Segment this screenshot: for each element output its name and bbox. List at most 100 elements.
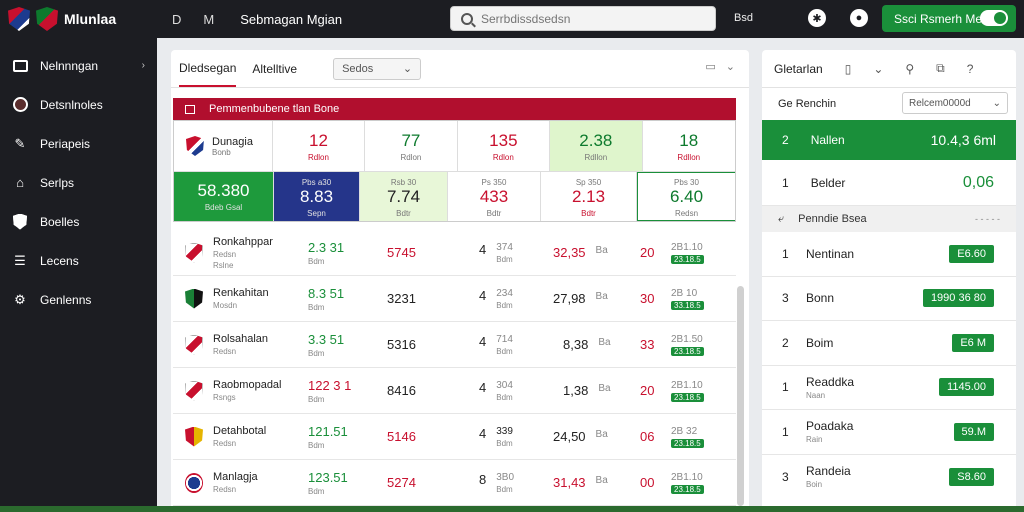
featured-total[interactable]: 58.380 Bdeb Gsal — [174, 172, 274, 221]
odds-badge[interactable]: E6.60 — [949, 244, 994, 263]
odds-badge[interactable]: 1990 36 80 — [922, 289, 994, 308]
bet-row[interactable]: 1 Belder 0,06 — [762, 160, 1016, 206]
odd-value[interactable]: 32,35 — [553, 245, 586, 260]
list-item[interactable]: 3 Bonn 1990 36 80 — [762, 277, 1016, 321]
odd-value[interactable]: 24,50 — [553, 429, 586, 444]
featured-odd[interactable]: 135 Rdlon — [458, 121, 551, 171]
sidebar-item-3[interactable]: ⌂ Serlps — [0, 163, 157, 202]
info-icon[interactable]: ? — [966, 61, 974, 76]
odd-value[interactable]: 123.51 — [308, 469, 348, 485]
filter-select[interactable]: Sedos ⌄ — [333, 57, 422, 80]
menu-icon[interactable]: M — [203, 11, 215, 27]
odd-value[interactable]: 00 — [640, 475, 655, 490]
odd-value[interactable]: 5316 — [387, 337, 416, 352]
logo-group[interactable]: Mlunlaa — [0, 7, 160, 31]
odd-sub: Ba — [595, 291, 608, 302]
bookmark-icon[interactable]: ▯ — [844, 61, 852, 76]
odd-value[interactable]: 5745 — [387, 245, 416, 260]
odd-value[interactable]: 5274 — [387, 475, 416, 490]
odd-value[interactable]: 31,43 — [553, 475, 586, 490]
list-item[interactable]: 1 Poadaka Rain 59.M — [762, 410, 1016, 455]
odd-value[interactable]: 122 3 1 — [308, 377, 352, 393]
live-toggle-button[interactable]: Ssci Rsmerh Meet — [882, 5, 1016, 32]
odd-value[interactable]: 4 — [479, 241, 487, 257]
odd-pill[interactable]: 23.18.5 — [671, 346, 704, 356]
search-icon[interactable]: ⚲ — [905, 61, 915, 76]
market-select[interactable]: Relcem0000d ⌄ — [902, 92, 1008, 114]
featured-odd[interactable]: Pbs 30 6.40 Redsn — [637, 172, 735, 221]
featured-team[interactable]: Dunagia Bonb — [174, 121, 273, 171]
odd-value[interactable]: 27,98 — [553, 291, 586, 306]
featured-odd[interactable]: Ps 350 433 Bdtr — [448, 172, 541, 221]
sidebar-item-1[interactable]: Detsnlnoles — [0, 85, 157, 124]
odd-value[interactable]: 4 — [479, 425, 487, 441]
user-icon[interactable]: ● — [850, 9, 868, 27]
odd-value[interactable]: 8,38 — [563, 337, 589, 352]
odd-value[interactable]: 121.51 — [308, 423, 348, 439]
settings-icon[interactable]: ✱ — [808, 9, 826, 27]
featured-odd[interactable]: 18 Rdllon — [643, 121, 735, 171]
odd-pill[interactable]: 23.18.5 — [671, 392, 704, 402]
sidebar-item-4[interactable]: Boelles — [0, 202, 157, 241]
search-bar[interactable] — [450, 6, 716, 31]
odds-badge[interactable]: E6 M — [952, 333, 994, 352]
odd-pill[interactable]: 23.18.5 — [671, 484, 704, 494]
featured-odd[interactable]: Rsb 30 7.74 Bdtr — [360, 172, 448, 221]
odd-pill[interactable]: 23.18.5 — [671, 438, 704, 448]
header-link[interactable]: Bsd — [734, 12, 753, 24]
featured-odd[interactable]: 77 Rdlon — [365, 121, 458, 171]
odd-value[interactable]: 06 — [640, 429, 655, 444]
odd-value[interactable]: 1,38 — [563, 383, 589, 398]
checkbox-icon[interactable] — [185, 104, 195, 114]
odd-pill[interactable]: 33.18.5 — [671, 300, 704, 310]
tab-alternative[interactable]: Altelltive — [252, 61, 298, 76]
odd-value[interactable]: 20 — [640, 245, 655, 260]
scrollbar[interactable] — [737, 286, 744, 506]
odds-badge[interactable]: S8.60 — [949, 467, 994, 486]
table-row[interactable]: Renkahitan Mosdn 8.3 51 Bdm 3231 4 234 Bdm … — [173, 276, 736, 322]
odd-value[interactable]: 8 — [479, 471, 487, 487]
chevron-down-icon[interactable]: ⌄ — [873, 61, 884, 76]
odd-value[interactable]: 3.3 51 — [308, 331, 345, 347]
table-row[interactable]: Rolsahalan Redsn 3.3 51 Bdm 5316 4 714 Bdm … — [173, 322, 736, 368]
list-item[interactable]: 3 Randeia Boin S8.60 — [762, 455, 1016, 500]
list-item[interactable]: 1 Nentinan E6.60 — [762, 232, 1016, 277]
odd-value[interactable]: 20 — [640, 383, 655, 398]
odd-value[interactable]: 30 — [640, 291, 655, 306]
odd-value[interactable]: 4 — [479, 379, 487, 395]
odds-badge[interactable]: 59.M — [953, 422, 994, 441]
toggle-switch-icon[interactable] — [980, 10, 1008, 26]
table-row[interactable]: Detahbotal Redsn 121.51 Bdm 5146 4 339 Bdm … — [173, 414, 736, 460]
odd-pill[interactable]: 23.18.5 — [671, 254, 704, 264]
odd-value[interactable]: 33 — [640, 337, 655, 352]
list-item[interactable]: 2 Boim E6 M — [762, 321, 1016, 366]
featured-odd[interactable]: Sp 350 2.13 Bdtr — [541, 172, 637, 221]
featured-odd[interactable]: Pbs a30 8.83 Sepn — [274, 172, 360, 221]
table-row[interactable]: Manlagja Redsn 123.51 Bdm 5274 8 3B0 Bdm 31… — [173, 460, 736, 506]
odd-value[interactable]: 5146 — [387, 429, 416, 444]
share-icon[interactable]: ⧉ — [936, 61, 945, 75]
dashboard-icon[interactable]: D — [172, 11, 182, 27]
search-input[interactable] — [481, 11, 701, 26]
tab-primary[interactable]: Dledsegan — [179, 51, 237, 87]
selected-bet[interactable]: 2 Nallen 10.4,3 6ml — [762, 120, 1016, 160]
window-icon[interactable]: ▭ — [705, 61, 716, 73]
sidebar-item-5[interactable]: ☰ Lecens — [0, 241, 157, 280]
odd-value[interactable]: 3231 — [387, 291, 416, 306]
featured-odd[interactable]: 2.38 Rdllon — [550, 121, 643, 171]
tab-overview[interactable]: Gletarlan — [774, 61, 823, 76]
table-row[interactable]: Raobmopadal Rsngs 122 3 1 Bdm 8416 4 304 Bd… — [173, 368, 736, 414]
featured-odd[interactable]: 12 Rdlon — [273, 121, 366, 171]
odds-badge[interactable]: 1145.00 — [939, 378, 994, 397]
sidebar-item-2[interactable]: ✎ Periapeis — [0, 124, 157, 163]
odd-value[interactable]: 4 — [479, 333, 487, 349]
list-item[interactable]: 1 Readdka Naan 1145.00 — [762, 366, 1016, 410]
odd-value[interactable]: 8416 — [387, 383, 416, 398]
sidebar-item-0[interactable]: Nelnnngan › — [0, 46, 157, 85]
odd-value[interactable]: 8.3 51 — [308, 285, 345, 301]
chevron-down-icon[interactable]: ⌄ — [725, 61, 735, 73]
sidebar-item-6[interactable]: ⚙ Genlenns — [0, 280, 157, 319]
odd-value[interactable]: 2.3 31 — [308, 239, 345, 255]
odd-value[interactable]: 4 — [479, 287, 487, 303]
